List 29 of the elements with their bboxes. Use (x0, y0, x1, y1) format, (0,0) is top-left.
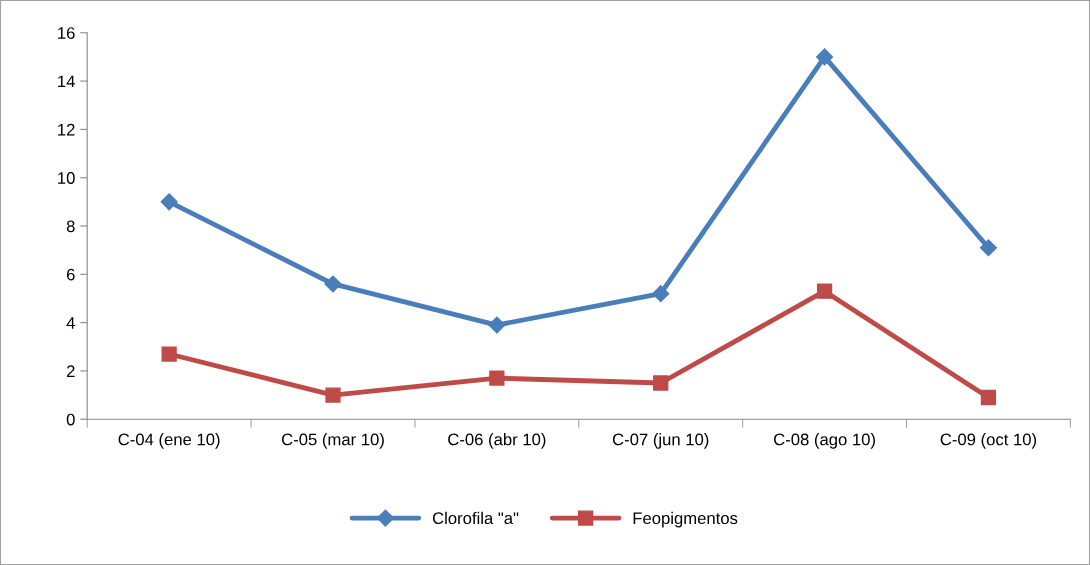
legend-label: Feopigmentos (633, 511, 738, 528)
point (161, 346, 177, 362)
y-tick-label: 6 (66, 268, 75, 281)
point (325, 387, 341, 403)
y-tick-label: 4 (66, 317, 75, 329)
legend-label: Clorofila "a" (432, 511, 519, 525)
x-tick-label: C-04 (ene 10) (118, 433, 220, 449)
y-tick-label: 0 (66, 413, 75, 426)
x-tick-label: C-07 (jun 10) (612, 433, 709, 449)
point (653, 375, 669, 391)
x-tick-label: C-06 (abr 10) (448, 433, 546, 449)
y-tick-label: 14 (58, 75, 75, 88)
y-tick-label: 2 (66, 365, 75, 377)
point (160, 193, 178, 211)
point (979, 239, 998, 257)
y-tick-label: 8 (66, 220, 75, 233)
point (816, 48, 834, 66)
x-tick-label: C-09 (oct 10) (940, 433, 1037, 449)
point (980, 389, 997, 406)
point (488, 316, 506, 334)
point (652, 285, 670, 303)
y-tick-label: 12 (58, 123, 75, 136)
x-tick-label: C-08 (ago 10) (774, 433, 875, 449)
point (816, 283, 833, 299)
y-tick-label: 16 (58, 27, 75, 39)
y-tick-label: 10 (58, 172, 75, 184)
point (324, 275, 342, 293)
point (489, 370, 505, 386)
x-tick-label: C-05 (mar 10) (281, 433, 384, 449)
